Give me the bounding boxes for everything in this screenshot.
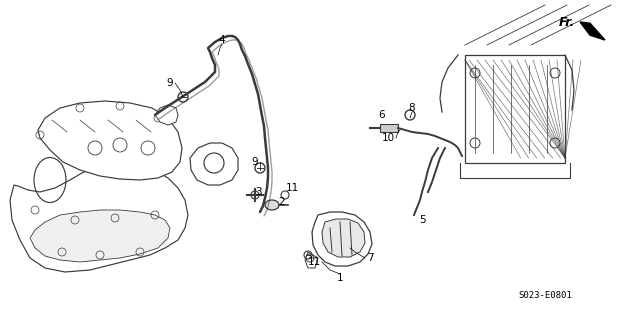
Polygon shape — [322, 219, 365, 257]
Text: 4: 4 — [219, 35, 225, 45]
Polygon shape — [155, 105, 178, 125]
Polygon shape — [380, 124, 398, 132]
Circle shape — [251, 191, 259, 199]
Polygon shape — [312, 212, 372, 266]
Text: 7: 7 — [367, 253, 373, 263]
Text: 9: 9 — [166, 78, 173, 88]
Text: 6: 6 — [379, 110, 385, 120]
Bar — [465, 55, 565, 163]
Polygon shape — [580, 22, 605, 40]
Text: 9: 9 — [252, 157, 259, 167]
Polygon shape — [190, 143, 238, 185]
Text: 2: 2 — [278, 197, 285, 207]
Text: 11: 11 — [285, 183, 299, 193]
Text: 1: 1 — [337, 273, 343, 283]
Text: 10: 10 — [381, 133, 395, 143]
Text: S023-E0801: S023-E0801 — [518, 291, 572, 300]
Text: 11: 11 — [307, 257, 321, 267]
Polygon shape — [10, 162, 188, 272]
Polygon shape — [30, 210, 170, 262]
Text: 3: 3 — [255, 187, 261, 197]
Polygon shape — [38, 101, 182, 180]
Text: 8: 8 — [409, 103, 415, 113]
Text: Fr.: Fr. — [559, 16, 575, 28]
Polygon shape — [305, 252, 318, 268]
Text: 5: 5 — [419, 215, 426, 225]
Ellipse shape — [265, 200, 279, 210]
